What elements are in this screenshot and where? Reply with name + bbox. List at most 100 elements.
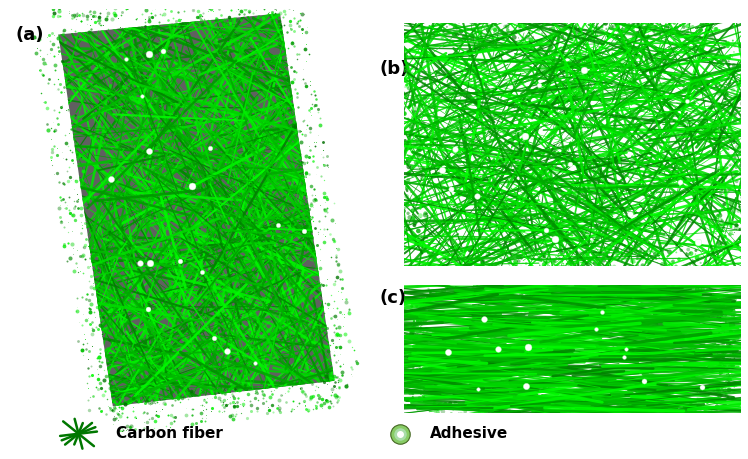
Point: [123, 423, 135, 431]
Point: [470, 290, 482, 297]
Point: [59, 198, 71, 206]
Point: [715, 311, 727, 319]
Point: [46, 157, 58, 164]
Point: [406, 325, 418, 332]
Point: [639, 249, 651, 256]
Point: [307, 152, 319, 159]
Point: [713, 353, 725, 361]
Point: [418, 50, 430, 58]
Point: [500, 404, 512, 411]
Point: [724, 351, 736, 358]
Point: [728, 312, 740, 319]
Point: [681, 263, 693, 271]
Point: [448, 24, 460, 32]
Point: [138, 418, 150, 425]
Point: [144, 401, 156, 409]
Point: [44, 37, 56, 45]
Point: [321, 372, 333, 379]
Point: [408, 323, 420, 330]
Point: [552, 409, 564, 416]
Point: [318, 238, 330, 246]
Point: [676, 33, 688, 40]
Point: [84, 254, 96, 261]
Point: [411, 330, 423, 338]
Point: [186, 406, 197, 413]
Point: [182, 395, 194, 403]
Point: [661, 265, 673, 272]
Point: [502, 27, 514, 34]
Point: [417, 236, 429, 244]
Point: [410, 239, 422, 246]
Point: [318, 161, 330, 168]
Point: [293, 399, 305, 406]
Point: [553, 250, 565, 257]
Point: [610, 246, 622, 254]
Point: [649, 285, 661, 293]
Point: [95, 22, 107, 29]
Point: [557, 33, 568, 40]
Point: [580, 258, 592, 265]
Point: [159, 0, 171, 2]
Point: [223, 13, 235, 21]
Point: [108, 398, 120, 405]
Point: [447, 284, 459, 291]
Point: [333, 375, 345, 382]
Point: [331, 315, 343, 323]
Point: [485, 32, 497, 39]
Point: [711, 25, 723, 32]
Point: [295, 76, 307, 84]
Point: [322, 347, 334, 354]
Point: [560, 406, 572, 414]
Point: [64, 92, 76, 100]
Point: [143, 416, 155, 423]
Point: [714, 216, 726, 224]
Point: [651, 248, 663, 256]
Point: [396, 175, 408, 182]
Point: [737, 168, 748, 176]
Point: [40, 61, 52, 68]
Point: [411, 323, 423, 330]
Point: [414, 107, 426, 114]
Point: [583, 259, 595, 266]
Point: [726, 214, 738, 221]
Point: [722, 394, 734, 401]
Point: [723, 324, 735, 331]
Point: [214, 397, 226, 404]
Point: [80, 30, 92, 38]
Point: [414, 320, 426, 328]
Point: [183, 0, 195, 1]
Point: [605, 291, 617, 299]
Point: [470, 262, 482, 269]
Point: [568, 412, 580, 419]
Point: [717, 366, 729, 374]
Point: [284, 22, 296, 29]
Point: [412, 227, 424, 235]
Point: [73, 11, 85, 19]
Point: [325, 392, 337, 399]
Point: [616, 250, 628, 257]
Point: [103, 379, 115, 386]
Point: [417, 120, 429, 128]
Point: [723, 149, 735, 157]
Point: [144, 16, 156, 23]
Point: [89, 30, 101, 38]
Point: [712, 387, 724, 395]
Point: [432, 257, 444, 264]
Point: [401, 37, 413, 44]
Point: [143, 2, 155, 10]
Point: [415, 108, 427, 115]
Point: [415, 376, 427, 384]
Point: [329, 219, 341, 226]
Point: [325, 291, 337, 299]
Point: [417, 326, 429, 334]
Point: [512, 285, 524, 292]
Point: [705, 293, 717, 300]
Point: [419, 80, 431, 88]
Point: [83, 407, 95, 414]
Point: [206, 0, 218, 2]
Point: [475, 28, 487, 36]
Point: [678, 259, 690, 266]
Point: [108, 389, 120, 396]
Point: [690, 408, 702, 415]
Point: [334, 344, 346, 351]
